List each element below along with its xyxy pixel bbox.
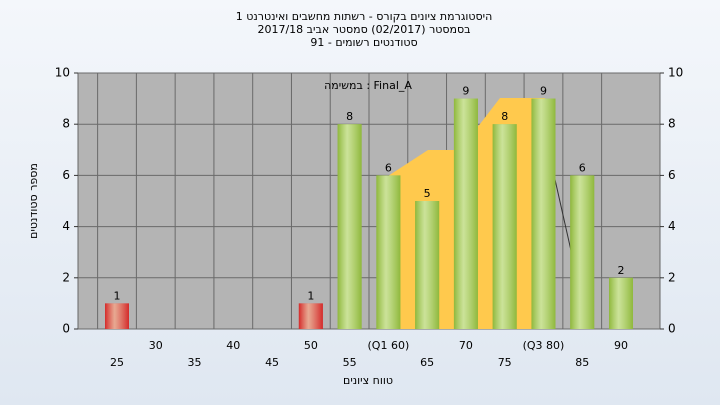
bar-shine xyxy=(531,98,556,329)
bar-shine xyxy=(337,124,362,329)
y2-tick-label: 8 xyxy=(668,117,676,131)
bar-shine xyxy=(453,98,478,329)
x-tick-label: (Q3 80) xyxy=(523,339,565,352)
data-label: 1 xyxy=(114,289,121,302)
bar-shine xyxy=(298,303,323,329)
x-axis-label: טווח ציונים xyxy=(343,374,393,387)
y2-tick-label: 0 xyxy=(668,322,676,336)
x-tick-label: 30 xyxy=(149,339,163,352)
title-line: היסטוגרמת ציונים בקורס - רשתות מחשבים וא… xyxy=(236,10,493,23)
y2-tick-label: 10 xyxy=(668,66,683,80)
bar-shine xyxy=(492,124,517,329)
x-tick-label: 65 xyxy=(420,356,434,369)
x-tick-label: (Q1 60) xyxy=(368,339,410,352)
data-label: 9 xyxy=(462,85,469,98)
data-label: 6 xyxy=(579,161,586,174)
bar-shine xyxy=(105,303,129,329)
y-tick-label: 10 xyxy=(55,66,70,80)
bars xyxy=(105,98,633,329)
y-axis-label: מספר סטודנטים xyxy=(27,163,40,239)
y2-tick-label: 4 xyxy=(668,219,676,233)
x-tick-label: 25 xyxy=(110,356,124,369)
data-label: 8 xyxy=(346,110,353,123)
x-tick-label: 50 xyxy=(304,339,318,352)
data-label: 6 xyxy=(385,161,392,174)
x-tick-label: 40 xyxy=(226,339,240,352)
data-label: 9 xyxy=(540,85,547,98)
data-label: 1 xyxy=(307,289,314,302)
bar-shine xyxy=(570,175,595,329)
data-label: 5 xyxy=(424,187,431,200)
title-line: סטודנטים רשומים - 91 xyxy=(310,36,417,49)
y-tick-label: 4 xyxy=(62,219,70,233)
x-tick-label: 45 xyxy=(265,356,279,369)
title-line: בסמסטר (02/2017) סמסטר אביב 2017/18 xyxy=(257,23,470,36)
y-tick-label: 0 xyxy=(62,322,70,336)
bar-shine xyxy=(415,201,440,329)
y-tick-label: 2 xyxy=(62,270,70,284)
x-tick-label: 75 xyxy=(498,356,512,369)
y-tick-label: 8 xyxy=(62,117,70,131)
y-tick-label: 6 xyxy=(62,168,70,182)
x-tick-label: 55 xyxy=(343,356,357,369)
y2-tick-label: 6 xyxy=(668,168,676,182)
grid xyxy=(78,72,660,330)
y2-tick-label: 2 xyxy=(668,270,676,284)
x-tick-label: 85 xyxy=(575,356,589,369)
bar-shine xyxy=(376,175,401,329)
data-label: 8 xyxy=(501,110,508,123)
bar-shine xyxy=(609,277,633,329)
data-label: 2 xyxy=(618,264,625,277)
x-tick-label: 35 xyxy=(188,356,202,369)
x-tick-label: 90 xyxy=(614,339,628,352)
annotation: במשימה : Final_A xyxy=(324,79,412,92)
x-tick-label: 70 xyxy=(459,339,473,352)
